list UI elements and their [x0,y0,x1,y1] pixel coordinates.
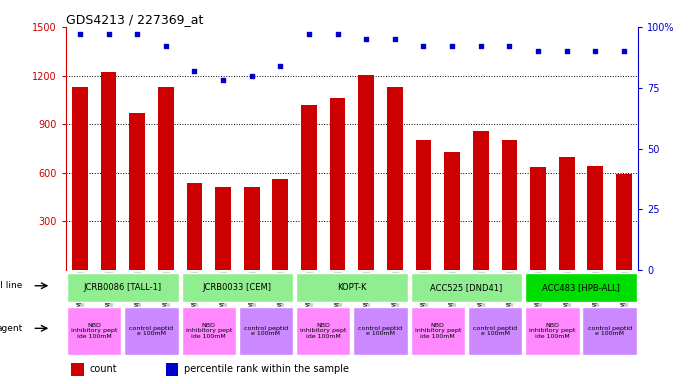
Bar [525,307,580,355]
Bar [444,152,460,270]
Text: GSM542401: GSM542401 [477,273,484,317]
Point [132,31,143,37]
Point [446,43,457,50]
Text: JCRB0086 [TALL-1]: JCRB0086 [TALL-1] [83,283,162,292]
Bar [387,87,403,270]
Text: GSM542399: GSM542399 [306,273,312,317]
Text: NBD
inhibitory pept
ide 100mM: NBD inhibitory pept ide 100mM [71,323,117,339]
Bar [67,307,121,355]
Bar [71,363,84,376]
Text: GSM542393: GSM542393 [248,273,255,317]
Text: agent: agent [0,324,23,333]
Point [246,73,257,79]
Bar [129,113,145,270]
Text: control peptid
e 100mM: control peptid e 100mM [130,326,173,336]
Bar [239,307,293,355]
Text: control peptid
e 100mM: control peptid e 100mM [244,326,288,336]
Point [217,77,228,83]
Text: GSM518495: GSM518495 [163,273,169,317]
Point [304,31,315,37]
Text: GSM542396: GSM542396 [220,273,226,317]
Point [618,48,629,54]
Text: GSM518494: GSM518494 [134,273,140,317]
Bar [181,307,236,355]
Point [475,43,486,50]
Text: percentile rank within the sample: percentile rank within the sample [184,364,349,374]
Point [275,63,286,69]
Text: cell line: cell line [0,281,23,290]
Bar [158,87,174,270]
Text: GSM542406: GSM542406 [621,273,627,317]
Bar [358,75,374,270]
Text: GSM542404: GSM542404 [449,273,455,317]
Bar [616,174,632,270]
Point [103,31,114,37]
Text: GSM542398: GSM542398 [392,273,398,317]
Text: KOPT-K: KOPT-K [337,283,366,292]
Bar [411,273,522,302]
Text: count: count [90,364,117,374]
Text: GSM542403: GSM542403 [420,273,426,317]
Point [418,43,429,50]
Bar [502,141,518,270]
Text: ACC483 [HPB-ALL]: ACC483 [HPB-ALL] [542,283,620,292]
Text: GSM542402: GSM542402 [506,273,513,317]
Text: ACC525 [DND41]: ACC525 [DND41] [431,283,502,292]
Point [504,43,515,50]
Text: GSM542395: GSM542395 [191,273,197,317]
Text: GSM542405: GSM542405 [592,273,598,317]
Bar [411,307,465,355]
Bar [296,307,351,355]
Bar [582,307,637,355]
Text: GSM542408: GSM542408 [564,273,570,317]
Point [533,48,544,54]
Text: control peptid
e 100mM: control peptid e 100mM [473,326,517,336]
Bar [468,307,522,355]
Text: NBD
inhibitory pept
ide 100mM: NBD inhibitory pept ide 100mM [415,323,461,339]
Text: GSM542400: GSM542400 [335,273,341,317]
Bar [67,273,179,302]
Bar [186,184,202,270]
Bar [296,273,408,302]
Point [189,68,200,74]
Bar [181,273,293,302]
Bar [330,98,346,270]
Point [332,31,343,37]
Bar [244,187,259,270]
Bar [525,273,637,302]
Bar [530,167,546,270]
Text: GSM518497: GSM518497 [106,273,112,317]
Bar [124,307,179,355]
Bar [301,105,317,270]
Text: GSM542397: GSM542397 [363,273,369,317]
Point [361,36,372,42]
Text: JCRB0033 [CEM]: JCRB0033 [CEM] [203,283,272,292]
Point [160,43,171,50]
Text: NBD
inhibitory pept
ide 100mM: NBD inhibitory pept ide 100mM [186,323,232,339]
Text: GSM542394: GSM542394 [277,273,284,317]
Text: NBD
inhibitory pept
ide 100mM: NBD inhibitory pept ide 100mM [529,323,575,339]
Text: NBD
inhibitory pept
ide 100mM: NBD inhibitory pept ide 100mM [300,323,346,339]
Bar [273,179,288,270]
Point [75,31,86,37]
Bar [587,166,603,270]
Bar [415,141,431,270]
Bar [166,363,179,376]
Text: GDS4213 / 227369_at: GDS4213 / 227369_at [66,13,203,26]
Text: GSM542407: GSM542407 [535,273,541,317]
Bar [473,131,489,270]
Bar [559,157,575,270]
Point [561,48,572,54]
Point [590,48,601,54]
Text: GSM518496: GSM518496 [77,273,83,317]
Bar [215,187,231,270]
Text: control peptid
e 100mM: control peptid e 100mM [359,326,402,336]
Bar [101,72,117,270]
Bar [72,87,88,270]
Text: control peptid
e 100mM: control peptid e 100mM [588,326,631,336]
Point [389,36,400,42]
Bar [353,307,408,355]
